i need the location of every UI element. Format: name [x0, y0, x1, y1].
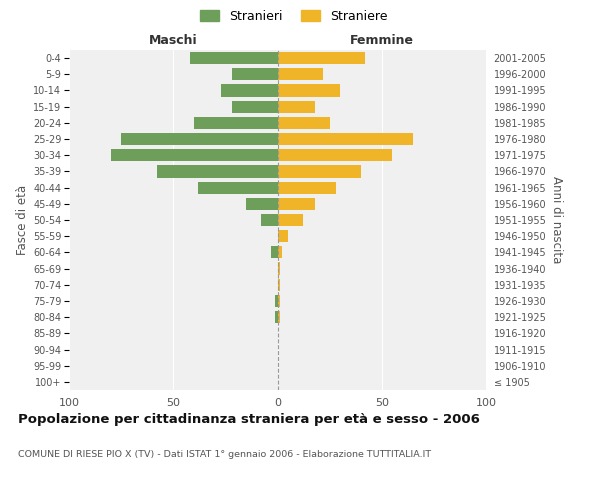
- Bar: [277, 133, 413, 145]
- Bar: [261, 214, 277, 226]
- Text: COMUNE DI RIESE PIO X (TV) - Dati ISTAT 1° gennaio 2006 - Elaborazione TUTTITALI: COMUNE DI RIESE PIO X (TV) - Dati ISTAT …: [18, 450, 431, 459]
- Bar: [271, 246, 277, 258]
- Bar: [275, 295, 277, 307]
- Bar: [275, 311, 277, 323]
- Y-axis label: Anni di nascita: Anni di nascita: [550, 176, 563, 264]
- Bar: [277, 198, 315, 210]
- Bar: [121, 133, 277, 145]
- Bar: [198, 182, 277, 194]
- Bar: [232, 100, 277, 112]
- Bar: [277, 230, 288, 242]
- Bar: [157, 166, 277, 177]
- Bar: [277, 68, 323, 80]
- Bar: [277, 166, 361, 177]
- Bar: [277, 311, 280, 323]
- Text: Popolazione per cittadinanza straniera per età e sesso - 2006: Popolazione per cittadinanza straniera p…: [18, 412, 480, 426]
- Bar: [277, 182, 336, 194]
- Bar: [190, 52, 277, 64]
- Bar: [277, 214, 302, 226]
- Bar: [277, 295, 280, 307]
- Bar: [277, 262, 280, 274]
- Bar: [246, 198, 277, 210]
- Bar: [277, 149, 392, 162]
- Bar: [277, 246, 281, 258]
- Legend: Stranieri, Straniere: Stranieri, Straniere: [197, 6, 391, 26]
- Bar: [232, 68, 277, 80]
- Bar: [277, 52, 365, 64]
- Bar: [110, 149, 277, 162]
- Text: Maschi: Maschi: [149, 34, 197, 47]
- Bar: [277, 278, 280, 291]
- Bar: [277, 84, 340, 96]
- Bar: [277, 100, 315, 112]
- Bar: [221, 84, 277, 96]
- Text: Femmine: Femmine: [350, 34, 414, 47]
- Y-axis label: Fasce di età: Fasce di età: [16, 185, 29, 255]
- Bar: [194, 117, 277, 129]
- Bar: [277, 117, 329, 129]
